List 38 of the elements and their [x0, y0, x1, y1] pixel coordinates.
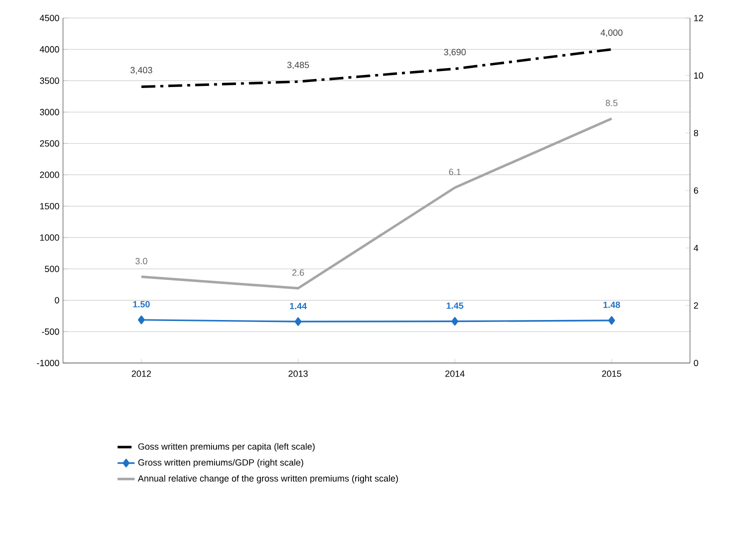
- data-label: 8.5: [606, 100, 618, 106]
- y-tick-label: 2500: [40, 140, 60, 147]
- y2-tick-label: 2: [694, 302, 698, 309]
- y2-tick-label: 4: [694, 244, 698, 252]
- data-label: 1.44: [290, 302, 307, 310]
- data-label: 6.1: [449, 168, 461, 176]
- y2-tick-label: 0: [694, 360, 698, 366]
- data-label: 1.48: [603, 302, 620, 308]
- x-tick-label: 2015: [602, 370, 622, 377]
- data-label: 2.6: [292, 269, 304, 276]
- y2-tick-label: 6: [694, 187, 698, 194]
- y-tick-label: 3000: [40, 108, 60, 116]
- data-label: 3,690: [444, 48, 466, 56]
- y-tick-label: -500: [42, 328, 60, 335]
- data-label: 4,000: [600, 29, 622, 37]
- y-tick-label: 4000: [40, 46, 60, 53]
- x-tick-label: 2014: [445, 370, 465, 377]
- data-label: 1.45: [446, 302, 464, 309]
- y-tick-label: 1500: [40, 203, 60, 210]
- y2-tick-label: 8: [694, 130, 698, 136]
- y2-tick-label: 10: [694, 72, 704, 79]
- y-tick-label: -1000: [36, 360, 60, 366]
- data-label: 1.50: [133, 301, 150, 308]
- data-label: 3.0: [135, 258, 148, 264]
- x-tick-label: 2013: [288, 370, 308, 377]
- y2-tick-label: 12: [694, 14, 704, 22]
- legend-label: Gross written premiums/GDP (right scale): [138, 459, 304, 468]
- x-tick-label: 2012: [132, 370, 151, 377]
- data-label: 3,485: [287, 62, 309, 70]
- legend-label: Goss written premiums per capita (left scale): [138, 443, 315, 452]
- data-label: 3,403: [130, 66, 152, 74]
- y-tick-label: 1000: [40, 234, 60, 241]
- y-tick-label: 3500: [40, 78, 60, 84]
- y-tick-label: 0: [54, 297, 60, 304]
- y-tick-label: 500: [44, 266, 60, 272]
- y-tick-label: 4500: [40, 14, 60, 22]
- legend-label: Annual relative change of the gross written premiums (right scale): [138, 475, 398, 484]
- y-tick-label: 2000: [40, 172, 60, 178]
